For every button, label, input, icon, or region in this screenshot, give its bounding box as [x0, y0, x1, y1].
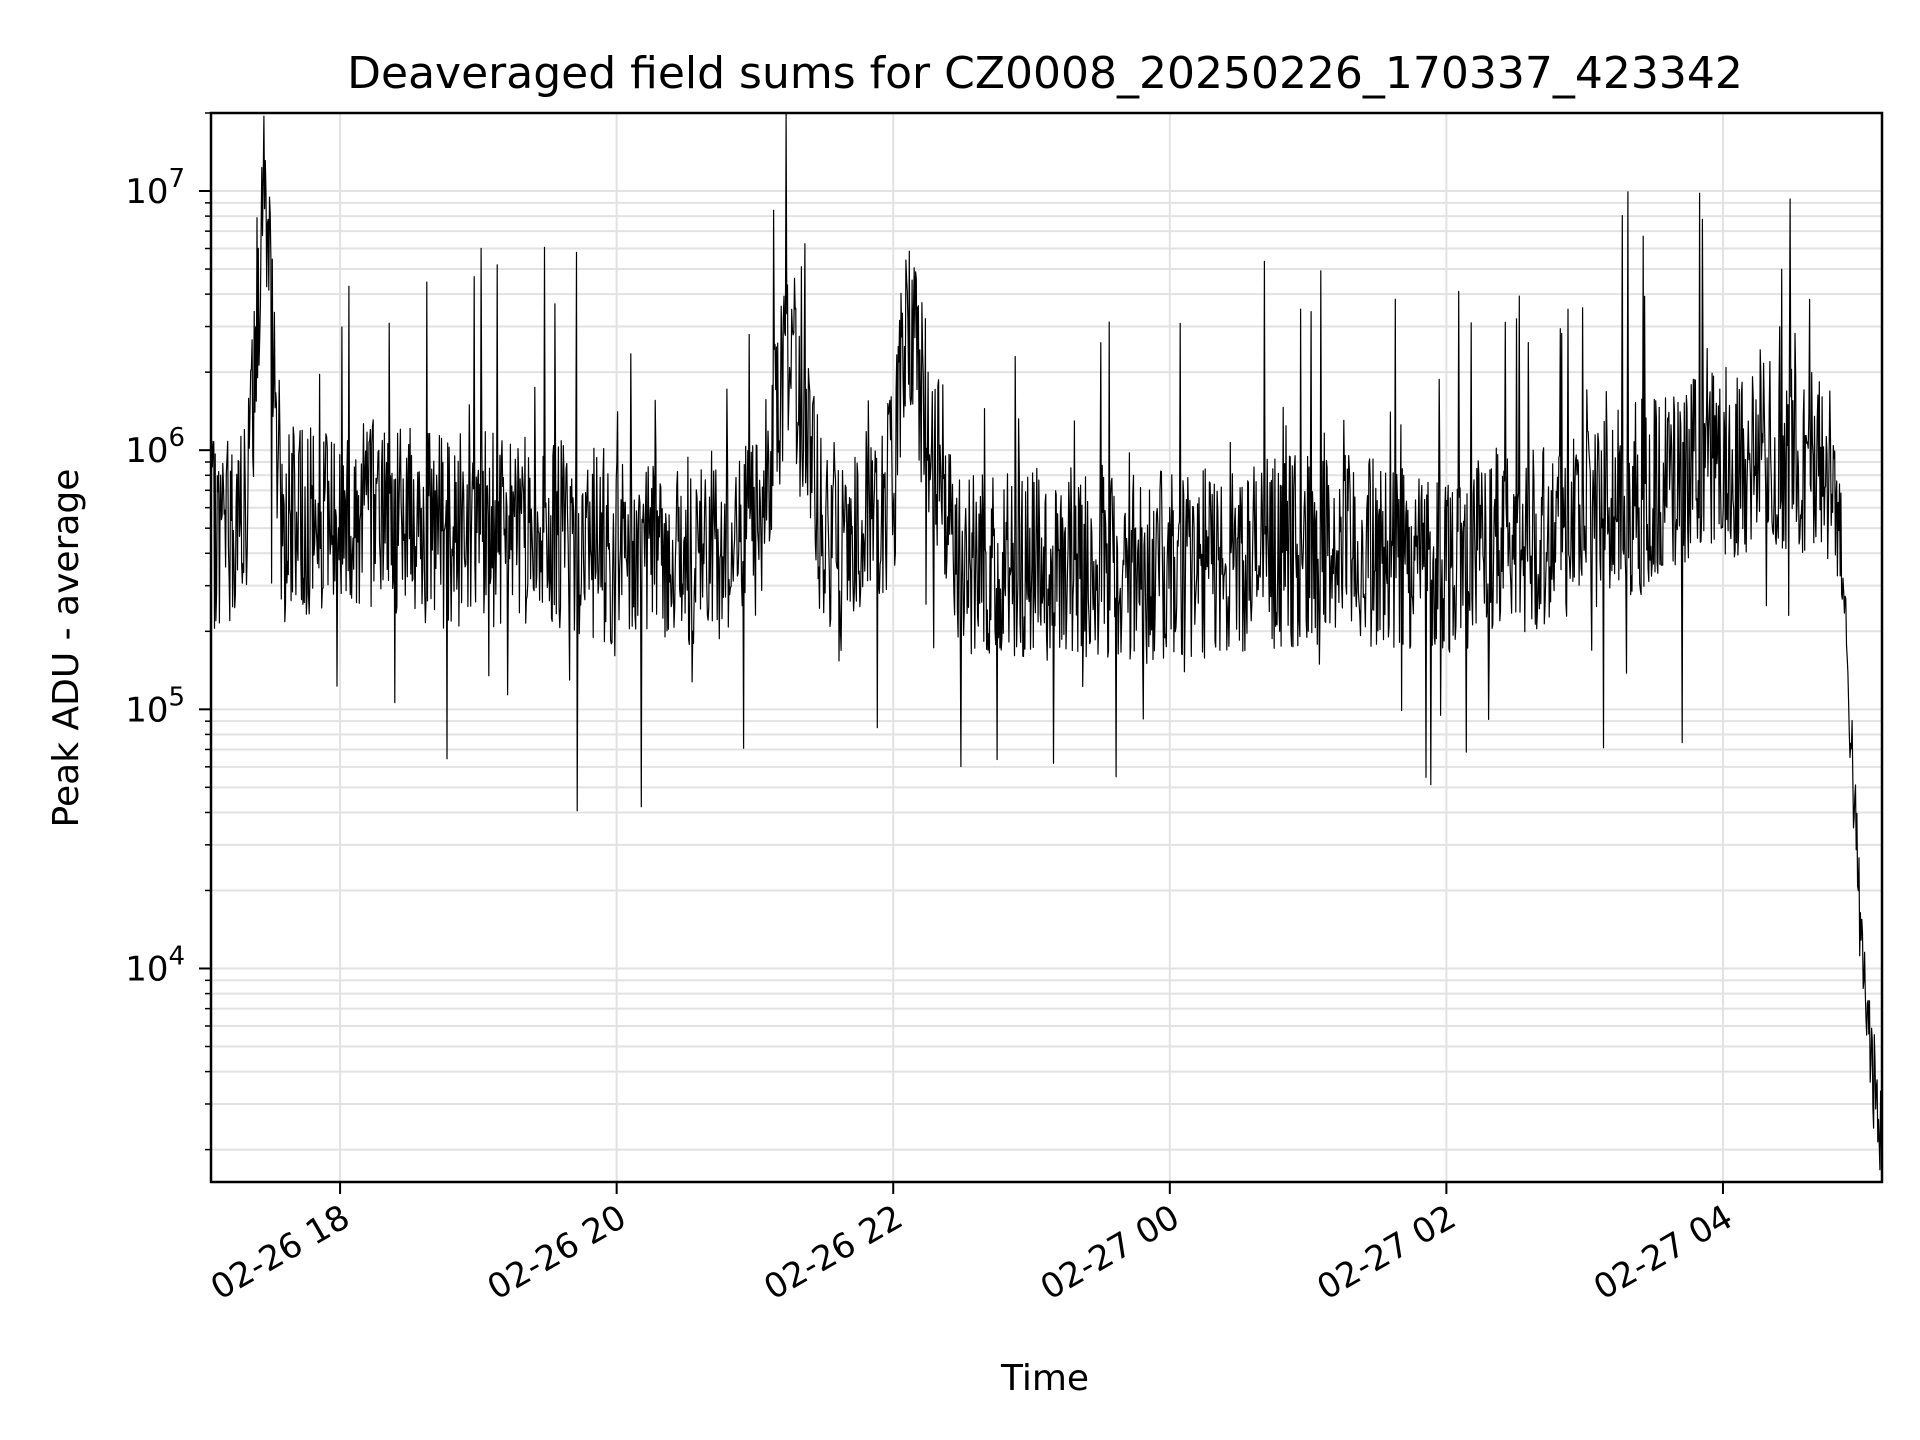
- data-point: [443, 532, 445, 534]
- data-point: [1869, 1045, 1871, 1047]
- data-point: [789, 342, 791, 344]
- data-point: [892, 489, 894, 491]
- data-point: [1860, 947, 1862, 949]
- series-group: [210, 112, 1883, 1171]
- chart-title: Deaveraged field sums for CZ0008_2025022…: [347, 48, 1743, 99]
- data-point: [1515, 539, 1517, 541]
- x-tick-label: 02-26 18: [204, 1197, 356, 1308]
- series-line: [210, 112, 1883, 1171]
- y-axis-title: Peak ADU - average: [46, 469, 87, 828]
- data-point: [477, 527, 479, 529]
- data-point: [1584, 516, 1586, 518]
- data-point: [339, 527, 341, 529]
- data-point: [408, 523, 410, 525]
- data-point: [281, 527, 283, 529]
- gridlines: [205, 112, 1882, 1182]
- data-point: [247, 507, 249, 509]
- x-tick-label: 02-26 22: [757, 1197, 909, 1308]
- x-tick-label: 02-27 00: [1034, 1197, 1186, 1308]
- y-tick-label: 105: [125, 682, 185, 730]
- data-point: [1445, 558, 1447, 560]
- data-point: [1100, 561, 1102, 563]
- y-tick-label: 106: [125, 423, 185, 471]
- x-axis: 02-26 18 02-26 20 02-26 22 02-27 00 02-27 02…: [204, 1182, 1739, 1308]
- data-point: [1653, 489, 1655, 491]
- data-point: [1376, 552, 1378, 554]
- data-point: [1238, 558, 1240, 560]
- x-tick-label: 02-27 04: [1587, 1197, 1739, 1308]
- data-point: [1722, 461, 1724, 463]
- data-point: [1768, 455, 1770, 457]
- y-tick-label: 107: [125, 164, 185, 212]
- data-point: [1879, 1138, 1881, 1140]
- data-point: [263, 160, 265, 162]
- data-point: [685, 552, 687, 554]
- data-point: [1837, 489, 1839, 491]
- data-point: [1031, 564, 1033, 566]
- x-tick-label: 02-26 20: [481, 1197, 633, 1308]
- data-point: [823, 547, 825, 549]
- data-point: [1849, 708, 1851, 710]
- plot-frame: [209, 111, 1884, 1184]
- data-point: [304, 516, 306, 518]
- y-axis: 104 105 106 107: [125, 164, 211, 989]
- data-point: [961, 558, 963, 560]
- data-point: [1169, 567, 1171, 569]
- data-point: [754, 539, 756, 541]
- x-axis-title: Time: [1000, 1358, 1089, 1399]
- data-point: [904, 318, 906, 320]
- data-point: [1814, 461, 1816, 463]
- y-tick-label: 104: [125, 941, 185, 989]
- data-point: [547, 534, 549, 536]
- data-point: [374, 507, 376, 509]
- data-point: [616, 547, 618, 549]
- data-point: [1307, 547, 1309, 549]
- x-tick-label: 02-27 02: [1310, 1197, 1462, 1308]
